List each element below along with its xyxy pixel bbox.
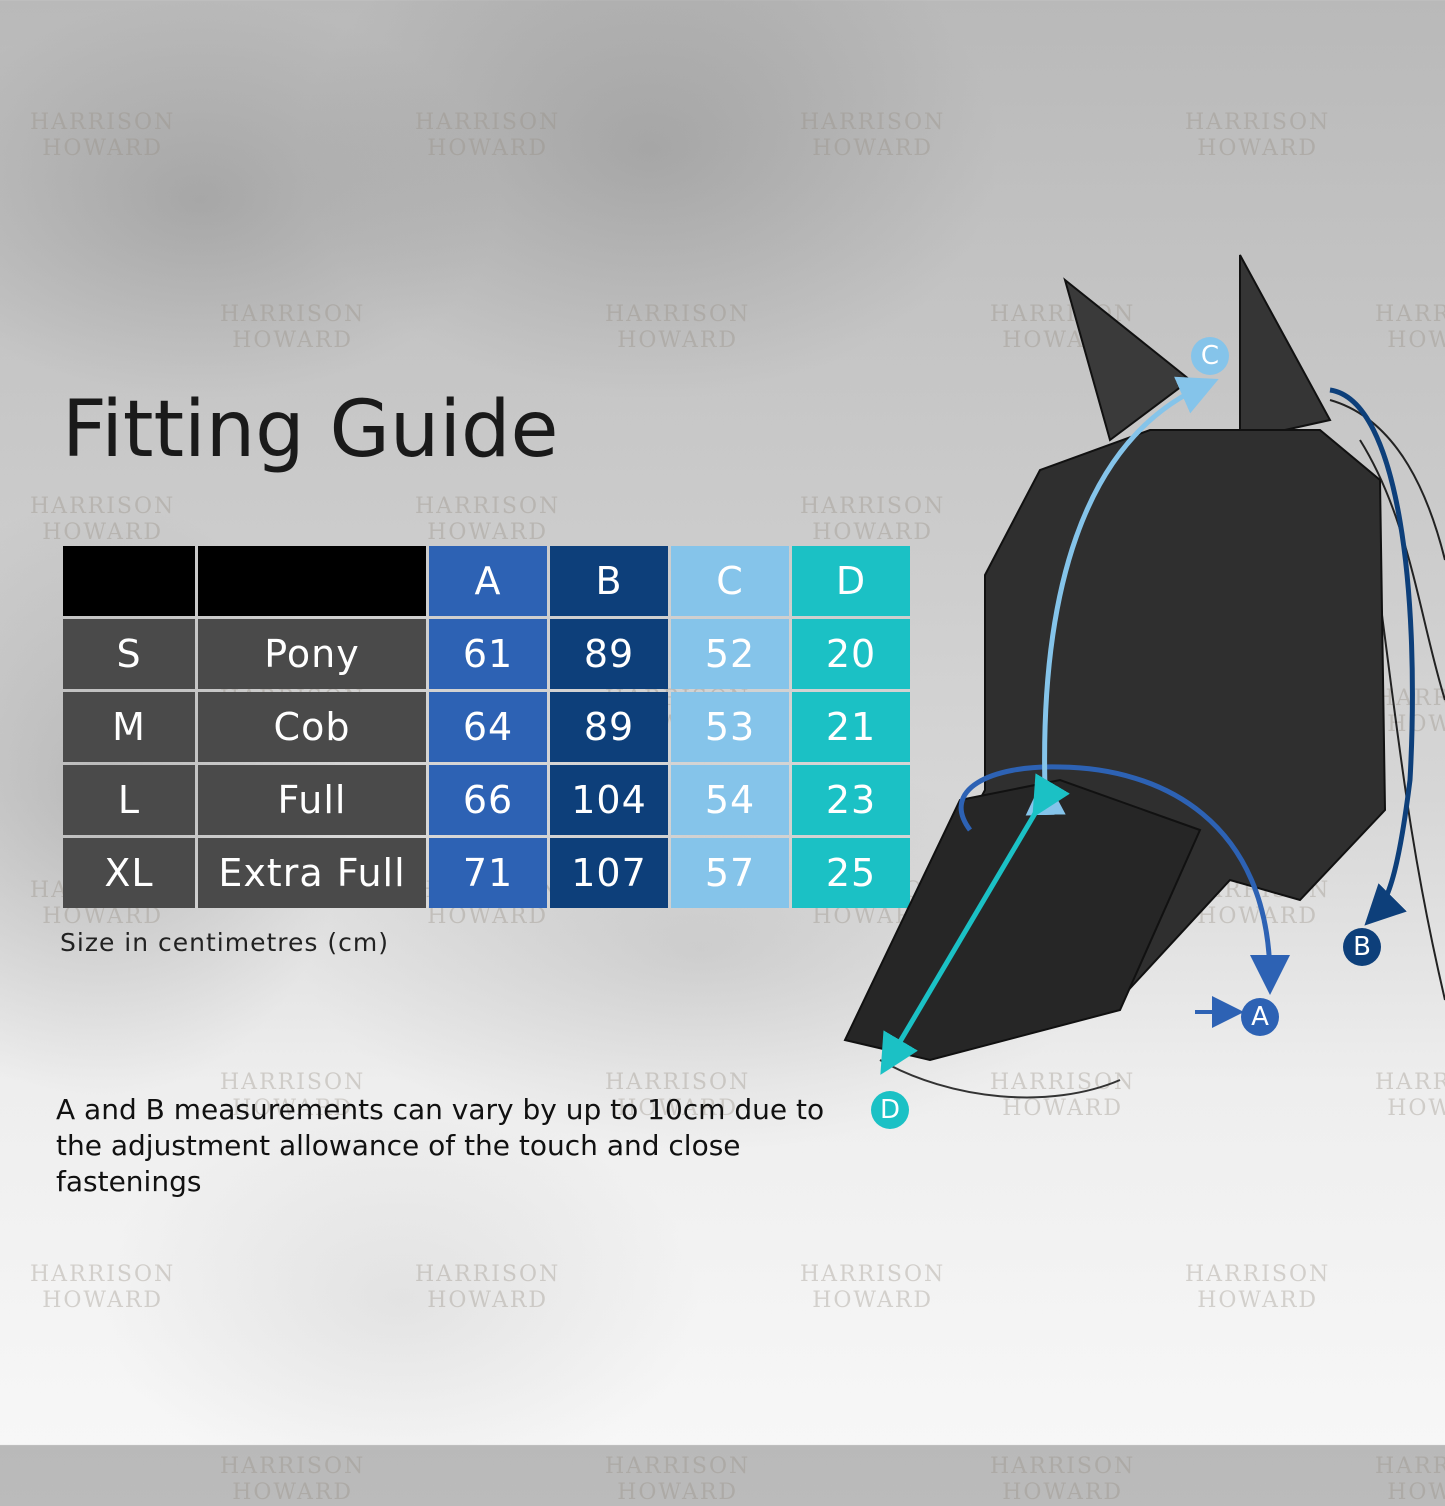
c-cell: 57 [671,838,789,908]
size-cell: XL [63,838,195,908]
disclaimer-text: A and B measurements can vary by up to 1… [56,1093,825,1198]
size-cell: L [63,765,195,835]
label-d: D [871,1091,909,1129]
table-row: XL Extra Full 71 107 57 25 [63,838,910,908]
table-header-row: A B C D [63,546,910,616]
b-cell: 104 [550,765,668,835]
c-cell: 52 [671,619,789,689]
b-cell: 89 [550,692,668,762]
header-d: D [792,546,910,616]
unit-note: Size in centimetres (cm) [60,928,389,957]
page-title: Fitting Guide [62,385,559,475]
header-b: B [550,546,668,616]
name-cell: Cob [198,692,426,762]
left-ear [1063,277,1192,442]
table-row: M Cob 64 89 53 21 [63,692,910,762]
header-a: A [429,546,547,616]
label-a: A [1241,998,1279,1036]
b-cell: 89 [550,619,668,689]
header-c: C [671,546,789,616]
a-cell: 71 [429,838,547,908]
name-cell: Full [198,765,426,835]
measure-c-arrow [1025,376,1219,816]
name-cell: Extra Full [198,838,426,908]
b-cell: 107 [550,838,668,908]
right-ear [1239,254,1332,442]
table-row: L Full 66 104 54 23 [63,765,910,835]
size-cell: S [63,619,195,689]
a-cell: 66 [429,765,547,835]
header-blank [198,546,426,616]
size-cell: M [63,692,195,762]
nose-cover [843,778,1202,1062]
label-b: B [1343,928,1381,966]
size-table: A B C D S Pony 61 89 52 20 M Cob 64 89 5… [60,543,913,911]
c-cell: 54 [671,765,789,835]
c-cell: 53 [671,692,789,762]
name-cell: Pony [198,619,426,689]
measure-b-arrow [1329,387,1415,926]
d-cell: 21 [792,692,910,762]
header-blank [63,546,195,616]
a-cell: 64 [429,692,547,762]
d-cell: 20 [792,619,910,689]
table-row: S Pony 61 89 52 20 [63,619,910,689]
a-cell: 61 [429,619,547,689]
horse-fly-mask-illustration [843,254,1445,1099]
measure-d-arrow [880,773,1070,1075]
label-c: C [1191,337,1229,375]
